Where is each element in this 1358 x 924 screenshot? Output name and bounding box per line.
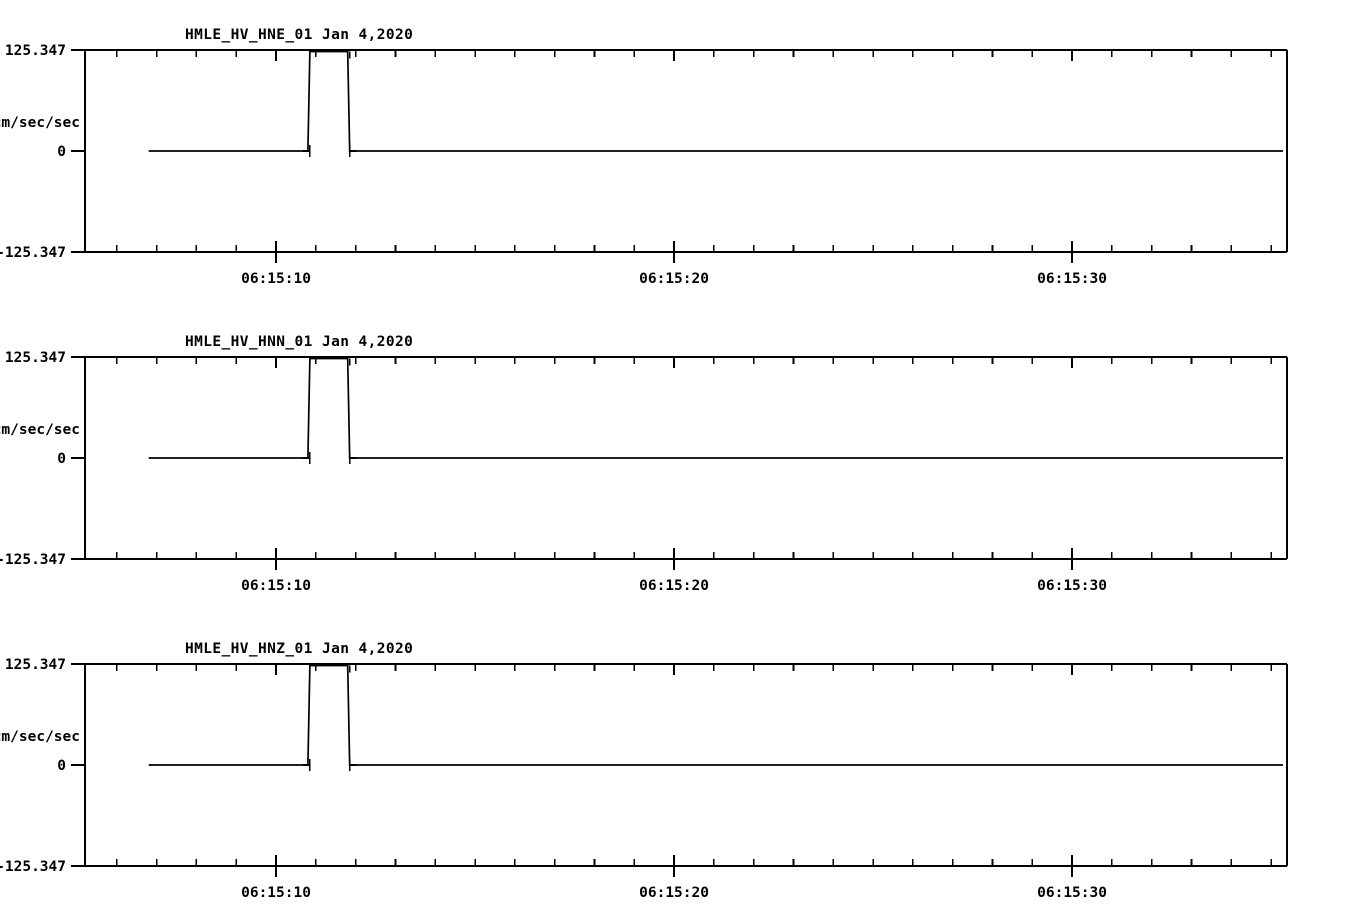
seismogram-panel: 125.347 0 -125.347 cm/sec/sec 06:15:10 06:15:… [0, 20, 1358, 297]
yaxis-tick-label: 125.347 [5, 43, 66, 59]
yaxis-tick-label: 0 [57, 451, 66, 467]
panel-title: HMLE_HV_HNN_01 Jan 4,2020 [185, 334, 413, 350]
waveform-trace [148, 357, 1284, 459]
seismogram-panel: 125.347 0 -125.347 cm/sec/sec 06:15:10 06:15:… [0, 327, 1358, 604]
xaxis-tick-label: 06:15:10 [241, 885, 311, 901]
yaxis-tick-label: -125.347 [0, 245, 66, 261]
xaxis-tick-label: 06:15:20 [639, 271, 709, 287]
waveform-trace [148, 664, 1284, 766]
seismogram-panel: 125.347 0 -125.347 cm/sec/sec 06:15:10 06:15:… [0, 634, 1358, 911]
xaxis-tick-label: 06:15:30 [1037, 578, 1107, 594]
yaxis-tick-label: -125.347 [0, 859, 66, 875]
yaxis-unit-label: cm/sec/sec [0, 729, 80, 745]
yaxis-tick-label: -125.347 [0, 552, 66, 568]
yaxis-tick-label: 0 [57, 758, 66, 774]
xaxis-tick-label: 06:15:20 [639, 885, 709, 901]
panel-title: HMLE_HV_HNZ_01 Jan 4,2020 [185, 641, 413, 657]
yaxis-tick-label: 0 [57, 144, 66, 160]
yaxis-unit-label: cm/sec/sec [0, 422, 80, 438]
xaxis-tick-label: 06:15:10 [241, 271, 311, 287]
yaxis-tick-label: 125.347 [5, 350, 66, 366]
xaxis-tick-label: 06:15:30 [1037, 271, 1107, 287]
waveform-trace [148, 50, 1284, 152]
xaxis-tick-label: 06:15:30 [1037, 885, 1107, 901]
panel-title: HMLE_HV_HNE_01 Jan 4,2020 [185, 27, 413, 43]
xaxis-tick-label: 06:15:10 [241, 578, 311, 594]
yaxis-unit-label: cm/sec/sec [0, 115, 80, 131]
xaxis-tick-label: 06:15:20 [639, 578, 709, 594]
yaxis-tick-label: 125.347 [5, 657, 66, 673]
